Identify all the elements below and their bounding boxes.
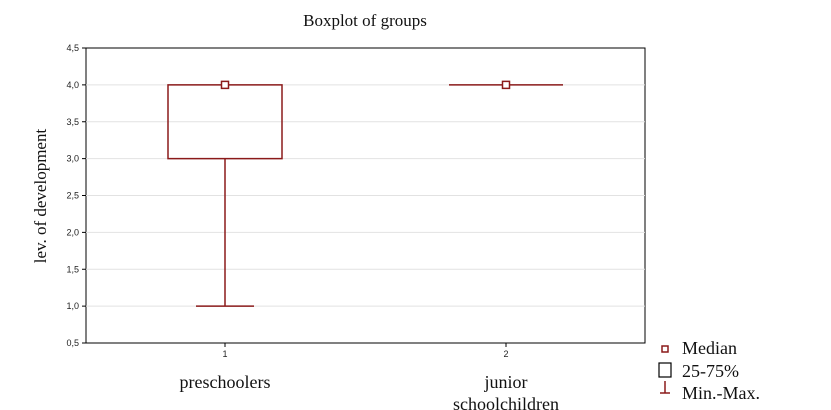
y-axis-label: lev. of development — [31, 129, 50, 264]
y-tick-label: 4,5 — [66, 43, 79, 53]
median-marker — [501, 80, 511, 90]
legend-item: Min.-Max. — [660, 381, 760, 403]
category-label: schoolchildren — [453, 394, 559, 410]
legend-item: Median — [661, 338, 737, 358]
y-tick-label: 2,0 — [66, 227, 79, 237]
chart-title: Boxplot of groups — [303, 11, 427, 30]
legend-label: 25-75% — [682, 361, 739, 381]
legend-item: 25-75% — [658, 361, 739, 381]
category-label: preschoolers — [180, 372, 271, 392]
category-label: junior — [484, 372, 528, 392]
box-group — [449, 80, 563, 90]
box-group — [167, 80, 283, 307]
legend-box-icon — [658, 362, 672, 378]
x-tick-label: 2 — [503, 349, 508, 359]
legend-whisker-icon — [660, 381, 670, 394]
y-tick-label: 4,0 — [66, 80, 79, 90]
y-tick-label: 3,5 — [66, 117, 79, 127]
median-marker — [220, 80, 230, 90]
legend: Median 25-75%Min.-Max. — [658, 338, 760, 403]
y-tick-label: 1,5 — [66, 264, 79, 274]
legend-label: Min.-Max. — [682, 383, 760, 403]
x-axis: 1 preschoolers 2 junior schoolchildren — [180, 343, 559, 410]
legend-label: Median — [682, 338, 737, 358]
y-axis: 0,5 1,0 1,5 2,0 2,5 3,0 3,5 4,0 4,5 — [66, 43, 86, 348]
y-tick-label: 2,5 — [66, 191, 79, 201]
y-tick-label: 1,0 — [66, 301, 79, 311]
y-tick-label: 3,0 — [66, 154, 79, 164]
x-tick-label: 1 — [222, 349, 227, 359]
legend-median-icon — [661, 345, 669, 353]
plot-area — [85, 47, 646, 344]
y-tick-label: 0,5 — [66, 338, 79, 348]
boxes — [167, 80, 563, 307]
